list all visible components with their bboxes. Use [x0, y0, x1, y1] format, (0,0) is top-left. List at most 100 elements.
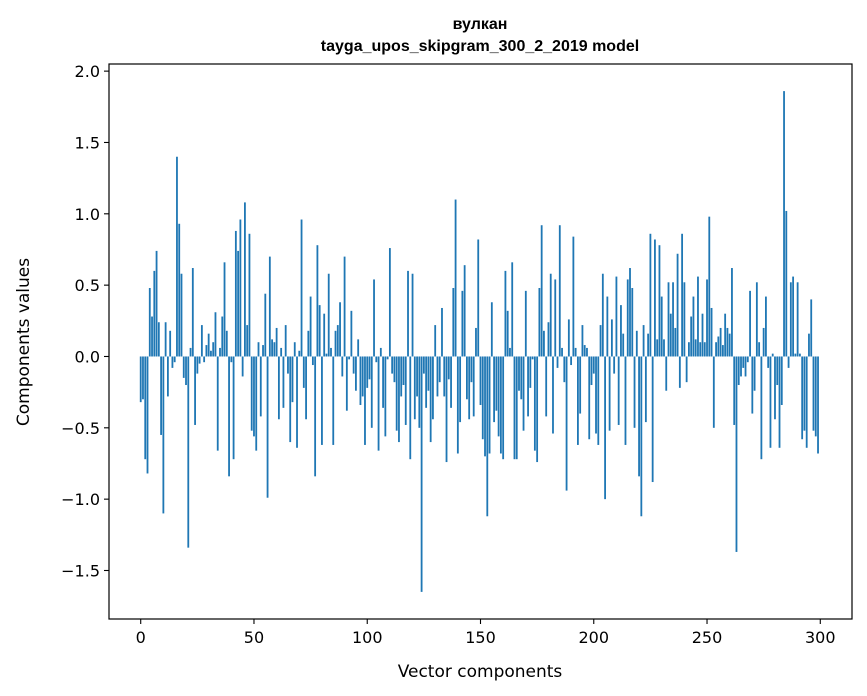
- bar-component-258: [724, 313, 727, 357]
- bar-component-260: [728, 333, 731, 357]
- bar-component-151: [481, 356, 484, 440]
- bar-component-75: [309, 296, 312, 357]
- bar-component-233: [667, 282, 670, 357]
- y-tick-label: 1.0: [75, 205, 100, 224]
- bar-component-204: [601, 273, 604, 357]
- bar-component-195: [581, 325, 584, 357]
- bar-component-237: [676, 253, 679, 357]
- bar-component-32: [212, 342, 215, 357]
- x-tick-label: 150: [465, 628, 496, 647]
- bar-component-142: [461, 290, 464, 357]
- bar-component-266: [742, 356, 745, 368]
- bar-component-207: [608, 356, 611, 431]
- bar-component-276: [765, 296, 767, 357]
- bar-component-121: [413, 356, 416, 420]
- bar-component-114: [398, 356, 400, 443]
- bar-component-69: [296, 356, 298, 448]
- bar-component-243: [690, 316, 693, 357]
- bar-component-127: [427, 356, 430, 391]
- bar-component-15: [173, 356, 176, 363]
- bar-component-85: [332, 356, 335, 445]
- bar-component-244: [692, 296, 695, 357]
- bar-component-143: [463, 265, 466, 357]
- bar-component-54: [262, 345, 264, 357]
- bar-component-112: [393, 356, 396, 383]
- bar-component-19: [182, 356, 185, 378]
- y-tick-label: −0.5: [61, 419, 100, 438]
- bar-component-67: [291, 356, 294, 403]
- bar-component-84: [330, 347, 332, 357]
- bar-component-7: [155, 250, 158, 357]
- bar-component-166: [515, 356, 518, 460]
- bar-component-189: [567, 319, 570, 357]
- bar-component-125: [422, 356, 425, 374]
- bar-component-262: [733, 356, 736, 425]
- bar-component-298: [814, 356, 817, 437]
- bar-component-192: [574, 347, 577, 357]
- bar-component-138: [452, 288, 455, 357]
- bar-component-105: [377, 356, 380, 451]
- bar-component-271: [753, 356, 756, 391]
- bar-component-197: [586, 347, 588, 357]
- x-tick-label: 200: [578, 628, 609, 647]
- bar-component-242: [688, 342, 690, 357]
- bar-component-77: [314, 356, 317, 477]
- bar-component-247: [699, 342, 702, 357]
- bar-component-97: [359, 356, 362, 405]
- bar-component-98: [361, 356, 364, 397]
- bar-component-146: [470, 356, 473, 383]
- bar-component-275: [762, 327, 765, 357]
- bar-component-0: [139, 356, 142, 403]
- bar-component-184: [556, 356, 559, 368]
- bar-component-12: [166, 356, 169, 397]
- bar-component-46: [244, 202, 246, 357]
- bar-component-71: [300, 219, 303, 357]
- bar-component-14: [171, 356, 174, 368]
- bar-component-209: [613, 356, 616, 374]
- bar-component-249: [703, 342, 706, 357]
- bar-component-251: [708, 216, 711, 357]
- y-axis-ticks: −1.5 −1.0 −0.5 0.0 0.5 1.0 1.5 2.0: [61, 62, 109, 580]
- bar-component-99: [364, 356, 366, 445]
- bar-component-172: [529, 356, 532, 388]
- bar-component-25: [196, 356, 199, 374]
- bar-component-34: [216, 356, 219, 451]
- bar-component-158: [497, 356, 500, 437]
- bar-component-160: [502, 356, 505, 460]
- bar-component-140: [456, 356, 459, 454]
- bar-component-278: [769, 356, 772, 448]
- bar-component-74: [307, 330, 310, 357]
- bar-component-218: [633, 356, 636, 428]
- bar-component-274: [760, 356, 763, 460]
- bar-component-18: [180, 273, 183, 357]
- bar-component-289: [794, 353, 797, 357]
- bar-component-21: [187, 356, 190, 548]
- bar-component-123: [418, 356, 421, 428]
- bar-component-202: [597, 356, 600, 445]
- x-tick-label: 250: [692, 628, 723, 647]
- x-tick-label: 0: [136, 628, 146, 647]
- bar-component-208: [610, 319, 613, 357]
- bar-component-190: [570, 356, 573, 366]
- bar-component-63: [282, 356, 285, 408]
- bar-component-293: [803, 356, 806, 431]
- bar-component-43: [237, 250, 240, 357]
- bar-component-223: [644, 356, 647, 423]
- bar-component-159: [499, 356, 502, 454]
- bar-component-191: [572, 236, 575, 357]
- bar-component-73: [305, 356, 307, 420]
- bar-component-144: [466, 356, 468, 400]
- bar-component-250: [706, 279, 708, 357]
- bar-component-29: [205, 345, 208, 357]
- bar-component-183: [554, 279, 557, 357]
- bar-component-56: [266, 356, 269, 498]
- bar-component-224: [647, 333, 650, 357]
- bar-component-194: [579, 356, 582, 414]
- bar-component-70: [298, 350, 301, 357]
- bar-component-299: [817, 356, 819, 454]
- bar-component-268: [746, 356, 749, 363]
- bar-component-147: [472, 356, 475, 417]
- bar-component-60: [275, 327, 278, 357]
- bar-component-288: [792, 276, 795, 357]
